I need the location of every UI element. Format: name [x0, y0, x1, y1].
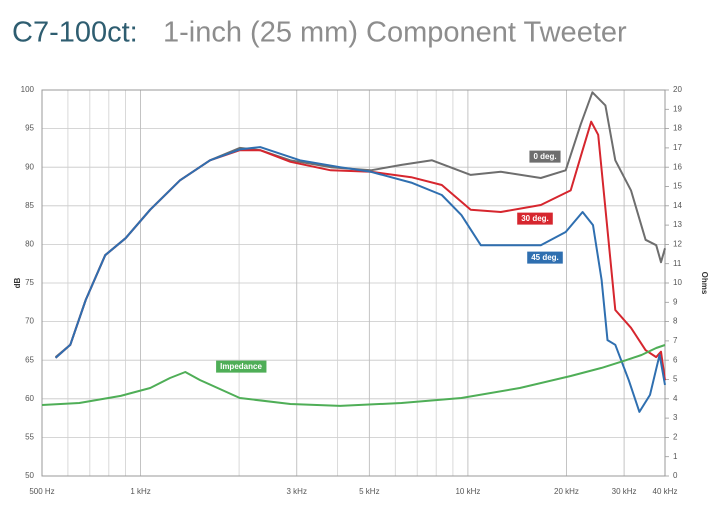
y2-tick-label: 2 — [673, 433, 678, 442]
y2-tick-label: 6 — [673, 355, 678, 364]
x-tick-label: 500 Hz — [29, 487, 54, 496]
plot-frame — [41, 89, 666, 477]
y2-tick-label: 7 — [673, 336, 678, 345]
series-label: 30 deg. — [521, 214, 549, 223]
chart-title-model: C7-100ct: — [12, 17, 138, 49]
x-tick-label: 5 kHz — [359, 487, 379, 496]
y-tick-label: 55 — [25, 433, 34, 442]
y2-tick-label: 13 — [673, 220, 682, 229]
x-tick-label: 10 kHz — [455, 487, 480, 496]
y2-tick-label: 4 — [673, 394, 678, 403]
y2-tick-label: 9 — [673, 297, 678, 306]
y-tick-label: 100 — [21, 85, 35, 94]
y2-tick-label: 19 — [673, 104, 682, 113]
series-label-box — [527, 251, 563, 264]
y2-tick-label: 5 — [673, 375, 678, 384]
y2-tick-label: 8 — [673, 317, 678, 326]
y2-tick-label: 12 — [673, 240, 682, 249]
y2-tick-label: 18 — [673, 124, 682, 133]
y-tick-label: 65 — [25, 355, 34, 364]
y2-tick-label: 11 — [673, 259, 682, 268]
series-line — [41, 344, 666, 407]
y2-tick-label: 15 — [673, 182, 682, 191]
series-line — [54, 146, 666, 413]
x-tick-label: 20 kHz — [554, 487, 579, 496]
y-tick-label: 95 — [25, 124, 34, 133]
y-tick-label: 50 — [25, 471, 34, 480]
x-tick-label: 40 kHz — [653, 487, 678, 496]
series-label-box — [517, 212, 553, 225]
series-label: 0 deg. — [533, 152, 556, 161]
x-tick-label: 30 kHz — [612, 487, 637, 496]
y2-tick-label: 10 — [673, 278, 682, 287]
series-label: 45 deg. — [531, 253, 559, 262]
y-tick-label: 90 — [25, 162, 34, 171]
y2-tick-label: 0 — [673, 471, 678, 480]
y2-tick-label: 14 — [673, 201, 682, 210]
y2-tick-label: 17 — [673, 143, 682, 152]
y-tick-label: 85 — [25, 201, 34, 210]
y-tick-label: 80 — [25, 240, 34, 249]
series-line — [54, 120, 666, 381]
y-tick-label: 75 — [25, 278, 34, 287]
y2-tick-label: 3 — [673, 413, 678, 422]
y-axis-label: dB — [13, 277, 22, 288]
y-tick-label: 60 — [25, 394, 34, 403]
series-line — [54, 91, 666, 358]
y2-tick-label: 16 — [673, 162, 682, 171]
x-tick-label: 3 kHz — [287, 487, 307, 496]
y2-tick-label: 1 — [673, 452, 678, 461]
y-tick-label: 70 — [25, 317, 34, 326]
y2-axis-label: Ohms — [700, 272, 709, 295]
chart-title: 1-inch (25 mm) Component Tweeter — [163, 17, 627, 49]
y2-tick-label: 20 — [673, 85, 682, 94]
series-label-box — [216, 360, 267, 373]
series-label: Impedance — [220, 362, 262, 371]
x-tick-label: 1 kHz — [130, 487, 150, 496]
series-label-box — [529, 150, 561, 163]
